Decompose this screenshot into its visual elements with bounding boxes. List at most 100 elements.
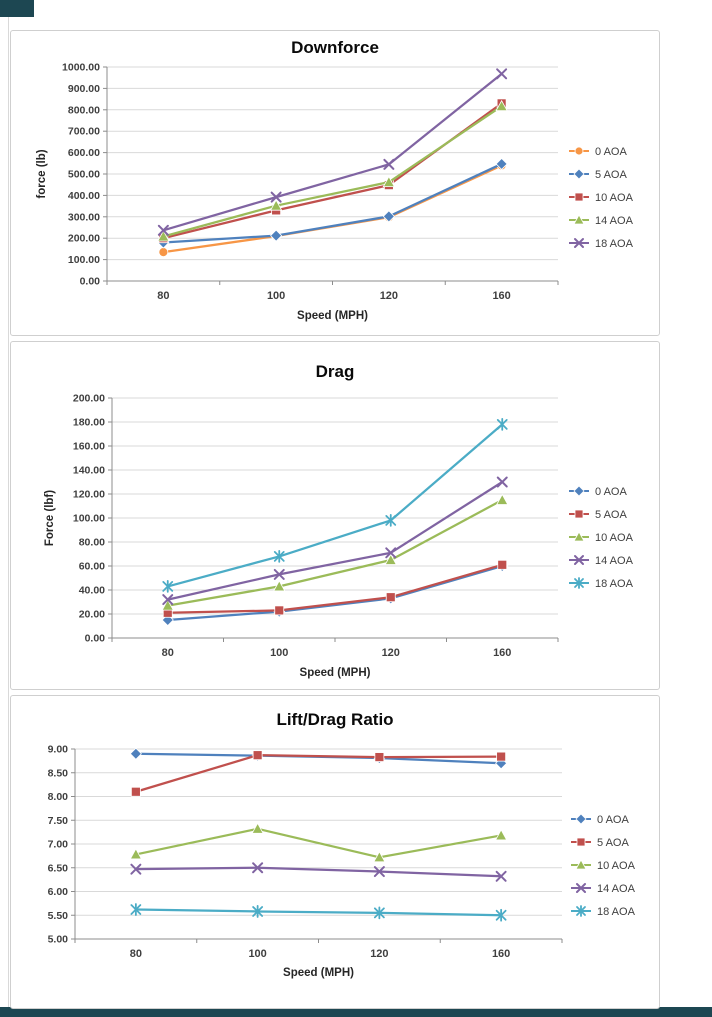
- legend-item-label: 0 AOA: [597, 814, 629, 826]
- spreadsheet-column-gridline: [8, 17, 9, 1007]
- legend-item-label: 18 AOA: [595, 578, 634, 590]
- series-line: [166, 498, 504, 607]
- legend-item-label: 5 AOA: [597, 837, 629, 849]
- legend-item-label: 10 AOA: [597, 860, 636, 872]
- series-line: [166, 563, 504, 614]
- data-point-marker: [385, 592, 396, 603]
- downforce-chart[interactable]: Downforce 0.00 100.00 200.00 300.00 400.00 50…: [10, 30, 660, 336]
- series-line: [134, 908, 503, 917]
- data-point-marker: [494, 829, 508, 841]
- data-point-marker: [373, 850, 386, 863]
- spreadsheet-bottom-row: [0, 1007, 712, 1017]
- data-point-marker: [383, 158, 395, 170]
- y-tick-label: 100.00: [68, 254, 100, 266]
- series-line: [162, 102, 503, 240]
- y-tick-label: 7.00: [48, 839, 69, 851]
- y-tick-label: 1000.00: [62, 62, 100, 74]
- drag-chart[interactable]: Drag 0.00 20.00 40.00 60.00 80.00 100.00 120.0…: [10, 341, 660, 690]
- data-point-marker: [130, 863, 142, 875]
- y-tick-label: 6.00: [48, 886, 69, 898]
- data-point-marker: [161, 599, 174, 611]
- y-tick-label: 8.00: [48, 791, 69, 803]
- data-point-marker: [270, 191, 282, 203]
- legend-marker: [574, 146, 584, 156]
- y-tick-label: 180.00: [73, 417, 105, 429]
- y-tick-label: 20.00: [79, 609, 105, 621]
- legend-item-label: 0 AOA: [595, 146, 627, 158]
- data-point-marker: [269, 199, 283, 211]
- legend-marker: [576, 905, 586, 917]
- data-point-marker: [273, 549, 285, 563]
- series-line: [162, 105, 503, 238]
- data-point-marker: [129, 848, 143, 860]
- data-point-marker: [130, 786, 141, 797]
- y-tick-label: 40.00: [79, 585, 105, 597]
- chart-title: Downforce: [291, 38, 379, 57]
- series-line: [162, 162, 503, 244]
- legend-item-label: 14 AOA: [595, 555, 634, 567]
- series-line: [134, 827, 503, 859]
- data-point-marker: [496, 751, 507, 762]
- y-tick-label: 500.00: [68, 169, 100, 181]
- legend-marker: [574, 555, 584, 565]
- data-point-marker: [496, 493, 509, 505]
- y-axis-title: Force (lbf): [44, 490, 56, 546]
- drag-plot-area: 0.00 20.00 40.00 60.00 80.00 100.00 120.00 140.…: [44, 393, 634, 680]
- legend-item-label: 10 AOA: [595, 532, 634, 544]
- y-tick-label: 400.00: [68, 190, 100, 202]
- legend-item-label: 10 AOA: [595, 192, 634, 204]
- data-point-marker: [497, 559, 508, 570]
- y-tick-label: 600.00: [68, 147, 100, 159]
- y-tick-label: 80.00: [79, 537, 105, 549]
- series-line: [134, 754, 503, 793]
- x-tick-label: 160: [493, 647, 511, 659]
- data-point-marker: [252, 905, 264, 918]
- y-tick-label: 8.50: [48, 767, 69, 779]
- data-point-marker: [273, 568, 285, 580]
- legend-marker: [573, 168, 585, 180]
- legend-item-label: 5 AOA: [595, 509, 627, 521]
- x-tick-label: 100: [267, 290, 285, 302]
- x-tick-label: 120: [370, 948, 388, 960]
- x-tick-label: 160: [492, 948, 510, 960]
- data-point-marker: [495, 99, 508, 112]
- data-point-marker: [129, 747, 142, 760]
- y-tick-label: 9.00: [48, 744, 69, 756]
- y-tick-label: 0.00: [85, 633, 106, 645]
- x-tick-label: 100: [270, 647, 288, 659]
- y-tick-label: 7.50: [48, 815, 69, 827]
- legend-marker: [576, 883, 586, 893]
- data-point-marker: [495, 908, 507, 922]
- legend-marker: [574, 238, 584, 248]
- data-point-marker: [495, 870, 507, 882]
- x-tick-label: 80: [130, 948, 142, 960]
- legend-marker: [575, 859, 587, 870]
- x-tick-label: 120: [380, 290, 398, 302]
- lift-drag-ratio-chart[interactable]: Lift/Drag Ratio 5.00 5.50 6.00 6.50 7.00 7.50…: [10, 695, 660, 1009]
- y-tick-label: 700.00: [68, 126, 100, 138]
- y-tick-label: 200.00: [68, 233, 100, 245]
- data-point-marker: [270, 229, 283, 242]
- data-point-marker: [252, 862, 264, 874]
- data-point-marker: [496, 476, 508, 488]
- legend-marker: [575, 813, 587, 825]
- data-point-marker: [373, 906, 385, 920]
- chart-title: Drag: [315, 362, 355, 381]
- x-tick-label: 100: [248, 948, 266, 960]
- data-point-marker: [130, 903, 142, 916]
- series-line: [162, 72, 503, 232]
- legend-item-label: 5 AOA: [595, 169, 627, 181]
- y-tick-label: 5.00: [48, 934, 69, 946]
- x-tick-label: 160: [492, 290, 510, 302]
- x-tick-label: 80: [162, 647, 174, 659]
- legend-marker: [574, 577, 584, 589]
- data-point-marker: [373, 866, 385, 878]
- data-point-marker: [157, 230, 170, 242]
- data-point-marker: [157, 224, 169, 236]
- data-point-marker: [495, 157, 508, 171]
- legend-marker: [573, 214, 585, 225]
- data-point-marker: [385, 514, 397, 527]
- y-tick-label: 900.00: [68, 83, 100, 95]
- y-tick-label: 120.00: [73, 489, 105, 501]
